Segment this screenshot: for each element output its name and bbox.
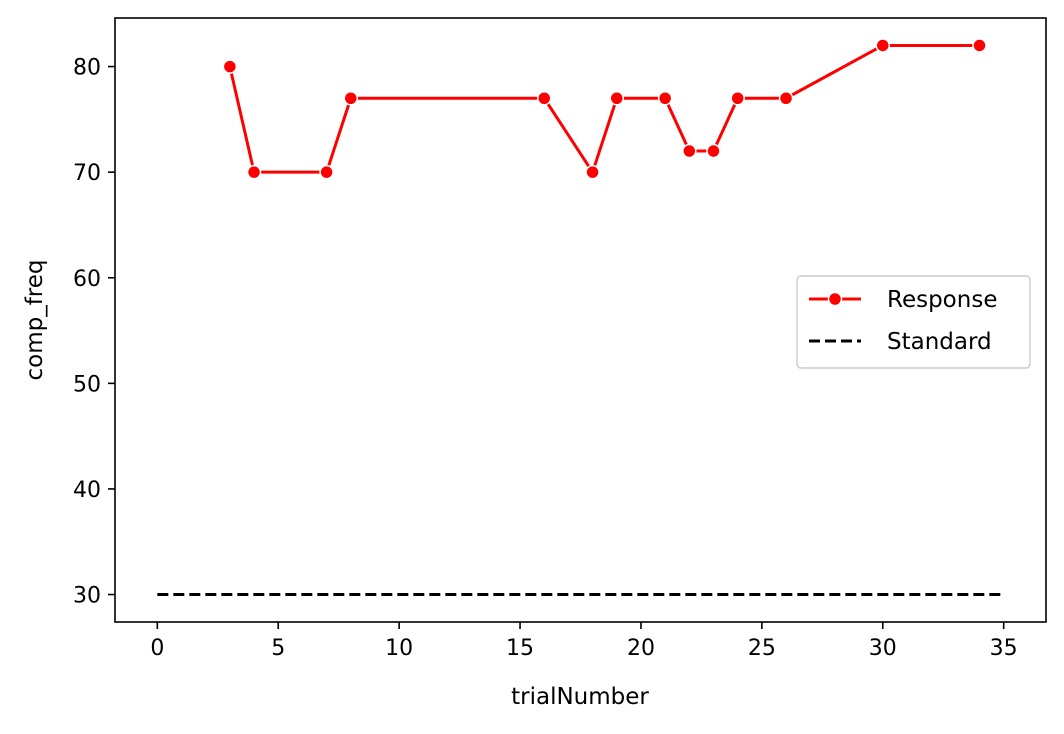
plot-frame bbox=[114, 17, 1047, 623]
y-tick-label: 70 bbox=[73, 161, 101, 186]
x-tick-label: 25 bbox=[748, 636, 776, 661]
x-tick-label: 15 bbox=[506, 636, 534, 661]
series-line-response bbox=[228, 43, 980, 174]
legend-response-label: Response bbox=[887, 287, 997, 313]
x-tick-label: 0 bbox=[150, 636, 164, 661]
data-point-response bbox=[682, 143, 697, 159]
y-tick-label: 80 bbox=[73, 56, 101, 81]
x-tick-label: 5 bbox=[271, 636, 285, 661]
data-point-response bbox=[730, 91, 745, 106]
x-tick-label: 10 bbox=[385, 636, 413, 661]
x-axis-label: trialNumber bbox=[511, 684, 649, 710]
x-tick-label: 35 bbox=[990, 636, 1018, 661]
data-point-response bbox=[585, 164, 600, 180]
legend-standard-label: Standard bbox=[887, 329, 992, 355]
x-tick-label: 30 bbox=[869, 636, 897, 661]
y-tick-label: 60 bbox=[73, 267, 101, 292]
x-axis-ticks: 0 5 10 15 20 25 30 35 bbox=[150, 622, 1018, 661]
y-axis-label: comp_freq bbox=[22, 259, 48, 380]
y-axis-ticks: 30 40 50 60 70 80 bbox=[73, 56, 115, 609]
data-point-response bbox=[778, 91, 794, 106]
data-point-response bbox=[222, 59, 238, 74]
x-tick-label: 20 bbox=[627, 636, 655, 661]
y-tick-label: 30 bbox=[73, 584, 101, 609]
plot-layer bbox=[157, 38, 1004, 597]
data-point-response bbox=[609, 91, 625, 106]
y-tick-label: 50 bbox=[73, 372, 101, 397]
legend-response-marker bbox=[827, 291, 843, 307]
data-point-response bbox=[246, 164, 262, 180]
legend: Response Standard bbox=[796, 275, 1031, 369]
data-point-response bbox=[657, 91, 673, 106]
data-point-response bbox=[536, 91, 552, 106]
y-tick-label: 40 bbox=[73, 478, 101, 503]
data-point-response bbox=[319, 164, 334, 180]
data-point-response bbox=[875, 38, 891, 53]
data-point-response bbox=[343, 91, 359, 106]
data-point-response bbox=[972, 38, 987, 53]
data-point-response bbox=[706, 143, 721, 159]
